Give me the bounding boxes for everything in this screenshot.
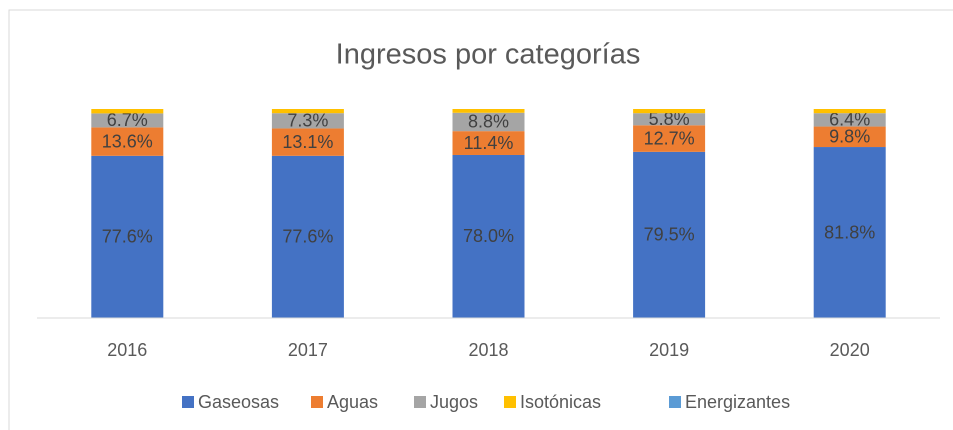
- legend-label: Jugos: [430, 392, 478, 412]
- data-label: 6.4%: [829, 110, 870, 130]
- legend-marker: [311, 396, 323, 408]
- bar-segment: [813, 113, 886, 127]
- bar-segment: [633, 109, 706, 114]
- legend-label: Isotónicas: [520, 392, 601, 412]
- bar-segment: [452, 131, 525, 155]
- data-label: 8.8%: [468, 112, 509, 132]
- legend-marker: [414, 396, 426, 408]
- bar-segment: [813, 126, 886, 148]
- data-label: 7.3%: [287, 111, 328, 131]
- x-tick-label: 2019: [649, 340, 689, 360]
- bar-segment: [633, 125, 706, 152]
- bar-segment: [271, 109, 344, 114]
- bar-segment: [271, 155, 344, 318]
- legend-marker: [669, 396, 681, 408]
- data-label: 12.7%: [644, 128, 695, 148]
- bar-segment: [813, 109, 886, 114]
- x-tick-label: 2017: [288, 340, 328, 360]
- data-label: 77.6%: [102, 227, 153, 247]
- bar-segment: [452, 112, 525, 132]
- x-tick-label: 2018: [468, 340, 508, 360]
- bar-segment: [271, 113, 344, 129]
- data-label: 81.8%: [824, 222, 875, 242]
- data-label: 13.6%: [102, 131, 153, 151]
- bar-segment: [91, 155, 164, 318]
- legend-label: Gaseosas: [198, 392, 279, 412]
- legend-label: Aguas: [327, 392, 378, 412]
- data-label: 6.7%: [107, 110, 148, 130]
- x-tick-label: 2016: [107, 340, 147, 360]
- bar-segment: [271, 128, 344, 156]
- legend-label: Energizantes: [685, 392, 790, 412]
- chart-title: Ingresos por categorías: [336, 39, 641, 71]
- data-label: 5.8%: [649, 109, 690, 129]
- x-tick-label: 2020: [830, 340, 870, 360]
- bar-segment: [91, 113, 164, 128]
- bar-segment: [633, 113, 706, 126]
- data-label: 79.5%: [644, 225, 695, 245]
- legend-marker: [182, 396, 194, 408]
- chart-border: [8, 9, 953, 430]
- bar-segment: [452, 109, 525, 113]
- data-label: 11.4%: [464, 133, 514, 153]
- data-label: 13.1%: [282, 132, 333, 152]
- bar-segment: [813, 147, 886, 318]
- legend-marker: [504, 396, 516, 408]
- data-label: 78.0%: [463, 226, 514, 246]
- bar-segment: [452, 154, 525, 318]
- bar-segment: [91, 127, 164, 156]
- bar-segment: [91, 109, 164, 114]
- bar-segment: [633, 151, 706, 318]
- data-label: 77.6%: [282, 227, 333, 247]
- data-label: 9.8%: [829, 127, 870, 147]
